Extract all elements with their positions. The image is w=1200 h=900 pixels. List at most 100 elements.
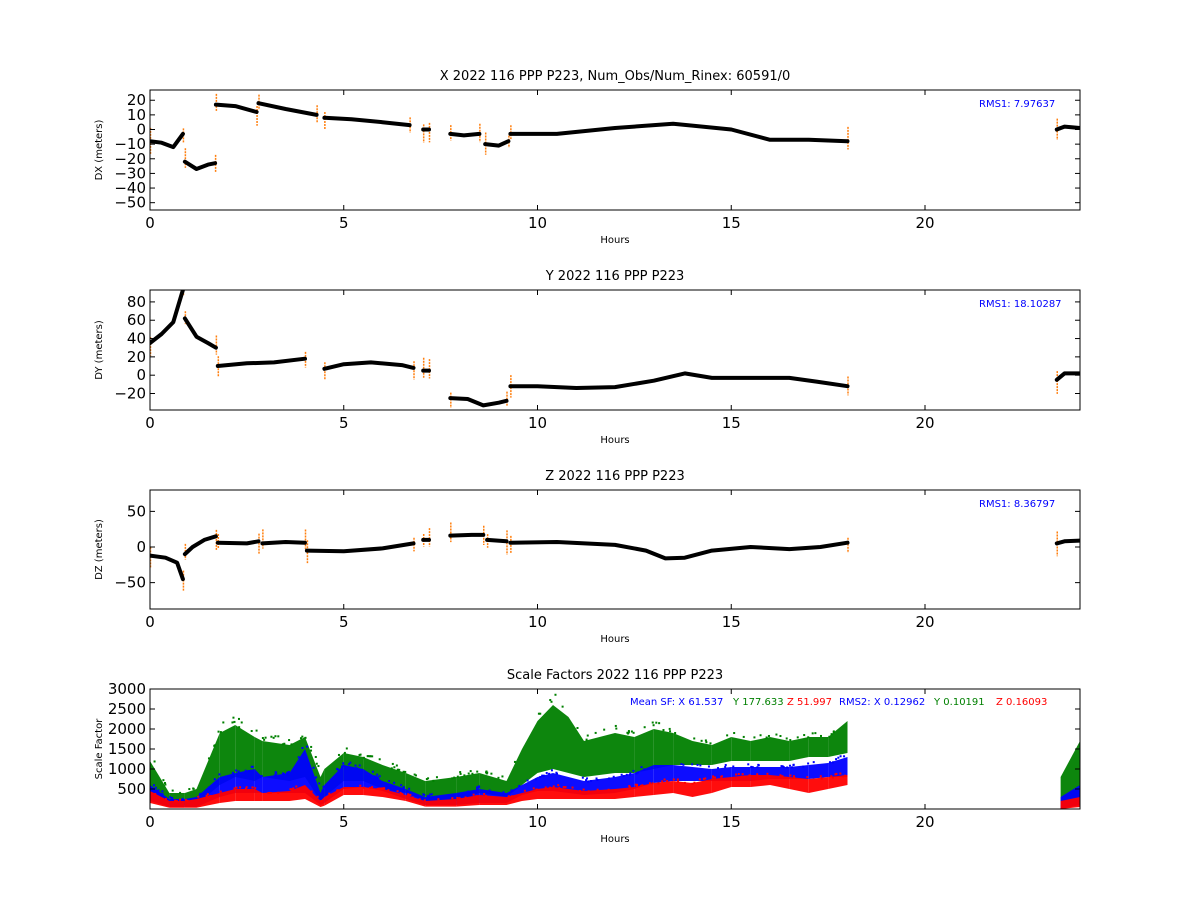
outlier-point <box>651 782 654 785</box>
outlier-point <box>425 778 428 781</box>
outlier-point <box>792 775 795 778</box>
outlier-point <box>281 743 284 746</box>
band-segment <box>305 785 321 807</box>
band-segment <box>634 783 654 797</box>
band-segment <box>289 785 305 801</box>
x-tick-label: 20 <box>915 813 934 831</box>
outlier-point <box>378 787 381 790</box>
outlier-point <box>641 784 644 787</box>
chart-title: Z 2022 116 PPP P223 <box>545 469 685 484</box>
outlier-point <box>552 785 555 788</box>
band-segment <box>553 705 569 773</box>
outlier-point <box>456 796 459 799</box>
outlier-point <box>677 780 680 783</box>
data-trace <box>215 539 261 546</box>
outlier-point <box>735 773 738 776</box>
outlier-point <box>643 726 646 729</box>
outlier-point <box>469 770 472 773</box>
outlier-point <box>669 730 672 733</box>
outlier-point <box>343 751 346 754</box>
outlier-point <box>537 712 540 715</box>
outlier-point <box>154 792 157 795</box>
x-tick-label: 20 <box>915 414 934 432</box>
outlier-point <box>213 778 216 781</box>
outlier-point <box>463 774 466 777</box>
outlier-point <box>184 799 187 802</box>
outlier-point <box>843 755 846 758</box>
outlier-point <box>698 778 701 781</box>
outlier-point <box>791 766 794 769</box>
outlier-point <box>282 772 285 775</box>
outlier-point <box>835 758 838 761</box>
band-segment <box>382 789 406 801</box>
outlier-point <box>475 795 478 798</box>
plot-frame <box>149 489 1081 610</box>
outlier-point <box>207 786 210 789</box>
x-tick-label: 20 <box>915 613 934 631</box>
outlier-point <box>661 780 664 783</box>
x-tick-label: 0 <box>145 813 155 831</box>
outlier-point <box>153 760 156 763</box>
outlier-point <box>555 771 558 774</box>
outlier-point <box>523 789 526 792</box>
band-segment <box>537 773 553 791</box>
outlier-point <box>288 739 291 742</box>
outlier-point <box>254 787 257 790</box>
y-tick-label: 0 <box>136 366 146 384</box>
outlier-point <box>652 724 655 727</box>
outlier-point <box>322 785 325 788</box>
outlier-point <box>628 785 631 788</box>
outlier-point <box>627 730 630 733</box>
outlier-point <box>423 799 426 802</box>
outlier-point <box>157 789 160 792</box>
band-segment <box>828 721 848 757</box>
outlier-point <box>782 766 785 769</box>
outlier-point <box>579 789 582 792</box>
outlier-point <box>615 727 618 730</box>
outlier-point <box>297 756 300 759</box>
outlier-point <box>841 775 844 778</box>
outlier-point <box>704 739 707 742</box>
outlier-point <box>581 776 584 779</box>
outlier-point <box>472 793 475 796</box>
outlier-point <box>380 787 383 790</box>
y-axis-label: DX (meters) <box>94 119 105 180</box>
data-segment <box>260 529 307 550</box>
outlier-point <box>197 795 200 798</box>
outlier-point <box>683 781 686 784</box>
outlier-point <box>315 776 318 779</box>
outlier-point <box>402 770 405 773</box>
outlier-point <box>369 755 372 758</box>
outlier-point <box>316 795 319 798</box>
band-segment <box>789 777 809 793</box>
band-segment <box>789 737 809 761</box>
y-tick-label: 80 <box>127 293 146 311</box>
outlier-point <box>831 776 834 779</box>
outlier-point <box>510 795 513 798</box>
outlier-point <box>814 732 817 735</box>
outlier-point <box>832 730 835 733</box>
outlier-point <box>743 775 746 778</box>
y-tick-label: 20 <box>127 348 146 366</box>
outlier-point <box>622 775 625 778</box>
outlier-point <box>756 773 759 776</box>
outlier-point <box>326 795 329 798</box>
outlier-point <box>342 764 345 767</box>
y-tick-label: 0 <box>136 121 146 139</box>
outlier-point <box>629 772 632 775</box>
band-segment <box>731 775 751 787</box>
outlier-point <box>287 770 290 773</box>
outlier-point <box>676 778 679 781</box>
outlier-point <box>733 732 736 735</box>
outlier-point <box>267 792 270 795</box>
x-tick-label: 10 <box>528 214 547 232</box>
outlier-point <box>612 775 615 778</box>
outlier-point <box>261 737 264 740</box>
outlier-point <box>164 798 167 801</box>
outlier-point <box>835 772 838 775</box>
outlier-point <box>643 768 646 771</box>
outlier-point <box>427 777 430 780</box>
data-segment <box>508 371 850 398</box>
